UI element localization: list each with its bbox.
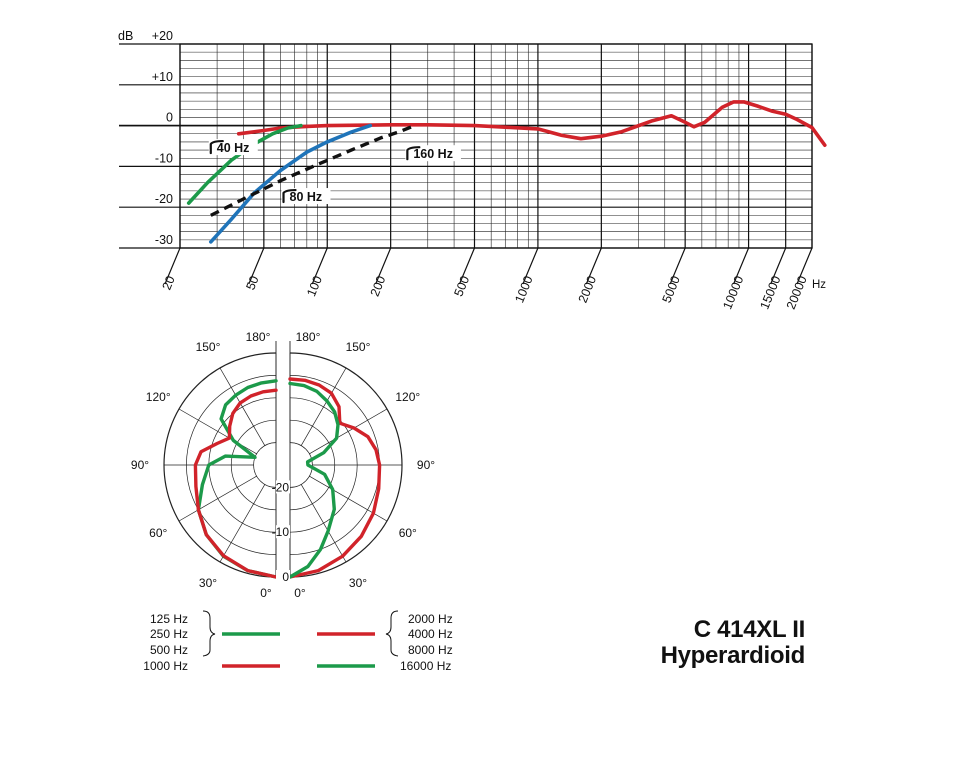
y-tick-label: -30	[155, 233, 173, 247]
x-tick-slant	[311, 247, 328, 285]
x-tick-label: 20000	[784, 274, 810, 312]
x-tick-slant	[770, 247, 787, 285]
y-tick-label: 0	[166, 111, 173, 125]
angle-label-left: 150°	[196, 340, 221, 354]
radial-label: -10	[272, 525, 290, 539]
radial-label: -20	[272, 480, 290, 494]
product-model: C 414XL II	[693, 616, 806, 643]
x-tick-slant	[375, 247, 392, 285]
x-tick-slant	[796, 247, 813, 285]
angle-label-left: 180°	[246, 330, 271, 344]
annotation-label: 160 Hz	[413, 147, 453, 161]
polar-series-left	[193, 388, 278, 579]
polar-spoke-right	[300, 367, 347, 446]
polar-series-right	[288, 381, 340, 579]
angle-label-right: 0°	[294, 586, 306, 600]
filter-shape-icon	[209, 139, 224, 155]
frequency-response-curves	[186, 100, 827, 244]
annotation-box	[208, 139, 258, 156]
x-tick-label: 50	[243, 274, 261, 292]
legend-right-brace	[385, 610, 399, 657]
x-tick-label: 20	[160, 274, 178, 292]
x-tick-slant	[164, 247, 181, 285]
filter-annotation: 160 Hz	[405, 145, 461, 162]
angle-label-left: 90°	[131, 458, 149, 472]
polar-spoke-left	[178, 408, 257, 455]
polar-center-gap	[276, 341, 290, 589]
filter-shape-icon	[406, 146, 421, 161]
x-tick-label: 500	[451, 274, 472, 299]
legend-left-label: 1000 Hz	[143, 659, 188, 673]
angle-label-left: 60°	[149, 526, 167, 540]
plot-frame	[179, 43, 813, 249]
legend-left-label: 500 Hz	[150, 643, 188, 657]
polar-series-right	[288, 377, 382, 579]
y-tick-label: +10	[152, 70, 173, 84]
legend-right-label: 16000 Hz	[400, 659, 451, 673]
polar-spoke-left	[178, 475, 257, 522]
angle-label-right: 30°	[349, 576, 367, 590]
annotation-label: 40 Hz	[217, 141, 250, 155]
y-tick-label: -20	[155, 192, 173, 206]
legend-left-brace	[202, 610, 216, 657]
x-tick-slant	[585, 247, 602, 285]
y-tick-label: +20	[152, 29, 173, 43]
y-axis-unit-label: dB	[118, 29, 133, 43]
x-tick-slant	[248, 247, 265, 285]
frequency-response-axes: +20 +10 0 -10 -20 -30 dB 20 50 100 200 500 1000 2000 5…	[118, 29, 826, 311]
radial-label-bg	[276, 570, 290, 583]
legend-left-label: 250 Hz	[150, 627, 188, 641]
legend-right-label: 2000 Hz	[408, 612, 453, 626]
filter-annotation: 40 Hz	[208, 139, 258, 156]
legend-right-label: 8000 Hz	[408, 643, 453, 657]
angle-label-left: 30°	[199, 576, 217, 590]
angle-label-right: 120°	[395, 390, 420, 404]
series-line	[210, 124, 416, 217]
annotation-box	[405, 145, 461, 162]
polar-spoke-right	[309, 408, 388, 455]
radial-label: 0	[282, 570, 289, 584]
polar-spoke-right	[300, 484, 347, 563]
product-title-block: C 414XL II Hyperardioid	[660, 616, 806, 669]
polar-pattern-name: Hyperardioid	[660, 642, 806, 669]
x-tick-label: 200	[368, 274, 389, 299]
legend-left-label: 125 Hz	[150, 612, 188, 626]
angle-label-right: 90°	[417, 458, 435, 472]
annotation-box	[281, 188, 331, 205]
y-tick-label: -10	[155, 151, 173, 165]
x-tick-slant	[669, 247, 686, 285]
angle-label-right: 150°	[346, 340, 371, 354]
filter-annotation: 80 Hz	[281, 188, 331, 205]
series-line	[236, 100, 827, 147]
angle-label-right: 60°	[399, 526, 417, 540]
x-tick-slant	[522, 247, 539, 285]
x-tick-label: 15000	[757, 274, 783, 312]
polar-pattern-grid	[163, 341, 403, 589]
x-tick-label: 1000	[512, 274, 535, 305]
polar-pattern-labels: 180° 180° 150° 150° 120° 120° 90° 90° 60° 60° 30° 3…	[131, 330, 435, 600]
radial-label-bg	[276, 525, 290, 539]
annotation-label: 80 Hz	[290, 190, 323, 204]
x-tick-label: 2000	[576, 274, 599, 305]
x-tick-label: 5000	[660, 274, 683, 305]
polar-pattern-curves	[193, 377, 382, 579]
series-line	[209, 123, 373, 244]
polar-spoke-left	[219, 484, 266, 563]
angle-label-left: 0°	[260, 586, 272, 600]
radial-label-bg	[276, 480, 290, 494]
filter-shape-icon	[282, 188, 297, 204]
x-tick-label: 10000	[720, 274, 746, 312]
x-tick-slant	[458, 247, 476, 285]
polar-spoke-left	[219, 367, 266, 446]
frequency-response-annotations: 40 Hz 80 Hz 160 Hz	[208, 139, 461, 205]
angle-label-left: 120°	[146, 390, 171, 404]
x-tick-label: 100	[304, 274, 325, 299]
x-axis-unit-label: Hz	[812, 279, 826, 291]
angle-label-right: 180°	[296, 330, 321, 344]
legend-right-label: 4000 Hz	[408, 627, 453, 641]
x-tick-slant	[733, 247, 750, 285]
